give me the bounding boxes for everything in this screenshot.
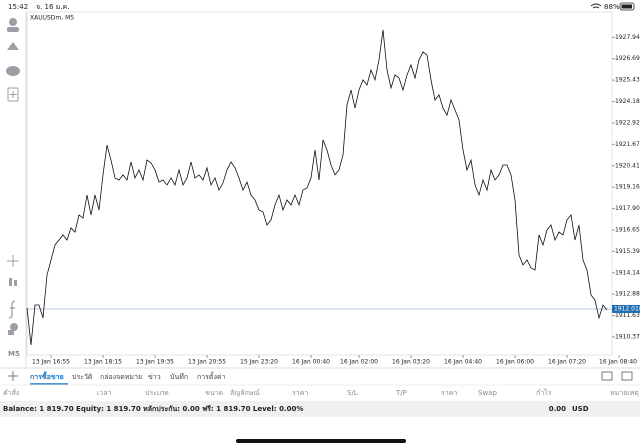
x-tick-label: 16 Jan 06:00 [496, 359, 534, 366]
y-tick-label: 1927.945 [615, 34, 640, 41]
bid-label: 1912.018 [614, 305, 640, 312]
y-tick-label: 1914.140 [615, 269, 640, 276]
tab[interactable]: การซื้อขาย [30, 370, 64, 381]
column-header: คำสั่ง [3, 388, 19, 397]
summary-row [0, 401, 640, 417]
y-tick-label: 1925.435 [615, 77, 640, 84]
home-indicator [236, 439, 406, 443]
candles-icon-2 [14, 280, 17, 286]
column-header: หมายเหตุ [610, 389, 639, 397]
indicator-icon[interactable] [8, 300, 16, 319]
x-tick-label: 13 Jan 18:15 [84, 359, 122, 366]
panel-icons[interactable] [601, 371, 633, 381]
status-time: 15:42 [8, 3, 28, 11]
status-date: จ. 16 ม.ค. [36, 3, 69, 11]
candles-icon[interactable] [9, 278, 12, 286]
crosshair-icon[interactable] [7, 255, 19, 267]
x-tick-label: 16 Jan 07:20 [548, 359, 586, 366]
y-tick-label: 1911.630 [615, 312, 640, 319]
x-tick-label: 16 Jan 04:40 [444, 359, 482, 366]
y-tick-label: 1916.650 [615, 226, 640, 233]
y-tick-label: 1924.180 [615, 98, 640, 105]
wifi-icon [590, 3, 602, 9]
y-tick-label: 1922.925 [615, 119, 640, 126]
objects-icon[interactable] [10, 323, 18, 331]
x-tick-label: 13 Jan 19:35 [136, 359, 174, 366]
tab[interactable]: บันทึก [170, 372, 188, 381]
y-tick-label: 1921.670 [615, 141, 640, 148]
add-button[interactable] [8, 371, 18, 381]
column-header: กำไร [536, 388, 552, 397]
column-header: ราคา [441, 389, 457, 397]
y-tick-label: 1919.160 [615, 184, 640, 191]
new-order-icon[interactable] [7, 87, 19, 102]
column-header: ขนาด [205, 389, 223, 397]
column-header: Swap [478, 389, 497, 397]
summary-currency: USD [572, 405, 589, 413]
x-tick-label: 16 Jan 03:20 [392, 359, 430, 366]
timeframe-button[interactable]: M5 [8, 350, 20, 358]
objects-icon-2 [8, 330, 14, 335]
x-tick-label: 16 Jan 08:40 [599, 359, 637, 366]
tab[interactable]: ประวัติ [72, 373, 93, 381]
y-tick-label: 1917.905 [615, 205, 640, 212]
y-tick-label: 1920.415 [615, 162, 640, 169]
x-tick-label: 15 Jan 23:20 [240, 359, 278, 366]
column-header: ราคา [292, 389, 308, 397]
x-tick-label: 16 Jan 00:40 [292, 359, 330, 366]
column-header: ประเภท [145, 389, 169, 397]
battery-icon [619, 2, 635, 11]
column-header: สัญลักษณ์ [230, 389, 260, 397]
status-battery: 88% [604, 3, 620, 11]
trade-icon[interactable] [7, 42, 19, 50]
column-header: S/L [347, 389, 358, 397]
chart-title: XAUUSDm, M5 [30, 15, 74, 22]
tabs: การซื้อขาย ประวัติ กล่องจดหมาย ข่าว บันทึก กา… [30, 370, 226, 385]
bid-label-box [612, 304, 640, 313]
y-tick-label: 1912.885 [615, 291, 640, 298]
battery-level [621, 4, 632, 9]
new-order-plus [9, 91, 17, 98]
account-icon-body [7, 27, 19, 32]
chat-icon[interactable] [6, 66, 20, 76]
tab[interactable]: กล่องจดหมาย [100, 373, 142, 381]
column-headers: คำสั่ง เวลา ประเภท ขนาด สัญลักษณ์ ราคา S/L T/P ร… [3, 388, 639, 397]
x-tick-label: 13 Jan 20:55 [188, 359, 226, 366]
column-header: เวลา [97, 389, 112, 397]
x-tick-label: 13 Jan 16:55 [32, 359, 70, 366]
plot-frame [26, 11, 613, 356]
tab[interactable]: ข่าว [148, 373, 161, 381]
column-header: T/P [395, 389, 407, 397]
left-toolbar: M5 [6, 18, 20, 358]
summary-text: Balance: 1 819.70 Equity: 1 819.70 หลักป… [3, 405, 303, 413]
tab[interactable]: การตั้งค่า [197, 370, 226, 381]
x-tick-label: 16 Jan 02:00 [340, 359, 378, 366]
y-tick-label: 1915.395 [615, 248, 640, 255]
account-icon[interactable] [9, 18, 17, 26]
y-tick-label: 1926.690 [615, 55, 640, 62]
price-line [26, 29, 608, 345]
summary-profit: 0.00 [549, 405, 566, 413]
y-tick-label: 1910.375 [615, 334, 640, 341]
